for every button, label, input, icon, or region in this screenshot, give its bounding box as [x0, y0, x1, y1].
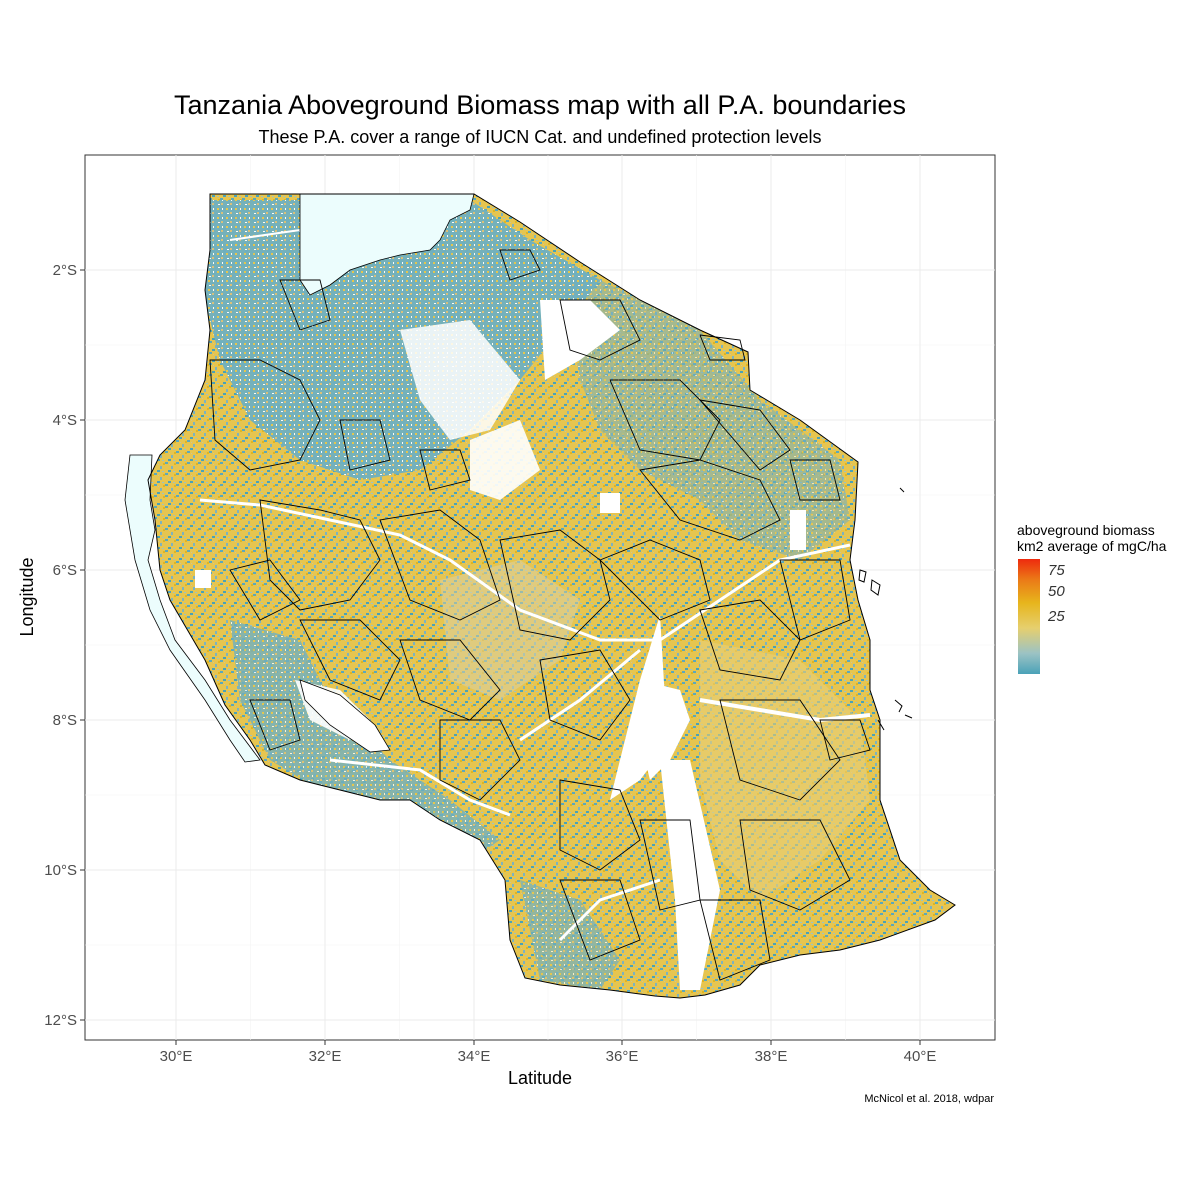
y-tick-label: 10°S — [44, 862, 77, 879]
legend-label-50: 50 — [1048, 583, 1065, 600]
legend-label-75: 75 — [1048, 562, 1065, 579]
x-tick-label: 32°E — [309, 1048, 342, 1065]
y-tick-label: 6°S — [53, 562, 77, 579]
x-tick-label: 34°E — [458, 1048, 491, 1065]
x-tick-label: 30°E — [160, 1048, 193, 1065]
y-tick-label: 4°S — [53, 412, 77, 429]
legend: aboveground biomass km2 average of mgC/h… — [1017, 522, 1167, 674]
y-axis: 2°S 4°S 6°S 8°S 10°S 12°S — [44, 262, 85, 1029]
y-tick-label: 12°S — [44, 1012, 77, 1029]
offshore-islands — [858, 487, 913, 731]
legend-colorbar — [1018, 559, 1040, 674]
legend-label-25: 25 — [1048, 608, 1065, 625]
x-tick-label: 40°E — [904, 1048, 937, 1065]
y-tick-label: 8°S — [53, 712, 77, 729]
map-title: Tanzania Aboveground Biomass map with al… — [174, 90, 906, 120]
lake-victoria — [299, 193, 475, 296]
protected-area-boundaries — [209, 249, 871, 981]
map-subtitle: These P.A. cover a range of IUCN Cat. an… — [258, 127, 822, 147]
lake-rukwa — [299, 679, 391, 753]
x-tick-label: 36°E — [606, 1048, 639, 1065]
country-outline — [147, 193, 956, 999]
legend-title-line1: aboveground biomass — [1017, 522, 1155, 538]
lake-tanganyika — [124, 454, 261, 763]
x-tick-label: 38°E — [755, 1048, 788, 1065]
y-axis-title: Longitude — [17, 557, 37, 636]
y-tick-label: 2°S — [53, 262, 77, 279]
x-axis: 30°E 32°E 34°E 36°E 38°E 40°E — [160, 1040, 937, 1065]
legend-title-line2: km2 average of mgC/ha — [1017, 538, 1167, 554]
x-axis-title: Latitude — [508, 1068, 572, 1088]
source-caption: McNicol et al. 2018, wdpar — [864, 1093, 994, 1105]
